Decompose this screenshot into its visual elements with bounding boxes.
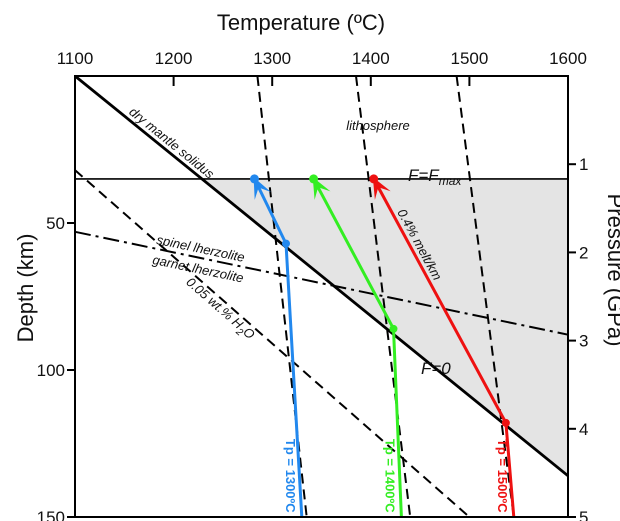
dry-mantle-solidus-line [74, 74, 569, 477]
series-2-arrowhead [312, 177, 331, 200]
right-axis-tick-label: 3 [579, 332, 588, 351]
f-zero-label: F=0 [421, 359, 451, 378]
series-1-arrowhead [253, 177, 271, 200]
series-1-label: Tp = 1300ºC [283, 439, 298, 513]
adiabat-1500-line [455, 75, 515, 518]
series-2-solidus-point [389, 324, 398, 333]
series-1-solidus-point [282, 239, 291, 248]
top-axis-tick-label: 1500 [450, 49, 488, 68]
left-axis-tick-label: 50 [46, 214, 65, 233]
top-axis-tick-label: 1200 [155, 49, 193, 68]
top-axis-title: Temperature (ºC) [217, 10, 385, 35]
spinel-garnet-transition-line [74, 230, 569, 336]
left-axis-tick-label: 150 [37, 508, 65, 521]
left-axis-tick-label: 100 [37, 361, 65, 380]
series-3-label: Tp = 1500ºC [495, 439, 510, 513]
adiabat-1400-line [355, 75, 412, 518]
right-axis-title: Pressure (GPa) [603, 194, 620, 347]
wet-solidus-label: 0.05 wt.% H2O [181, 274, 258, 345]
right-axis-tick-label: 5 [579, 508, 588, 521]
f-max-label: F=Fmax [408, 166, 462, 188]
series-3-arrowhead [372, 177, 391, 200]
lithosphere-label: lithosphere [346, 118, 410, 133]
right-axis-tick-label: 1 [579, 155, 588, 174]
top-axis-tick-label: 1100 [57, 49, 94, 68]
left-axis-title: Depth (km) [13, 234, 38, 343]
right-axis-tick-label: 2 [579, 243, 588, 262]
right-axis-tick-label: 4 [579, 420, 588, 439]
series-3-solidus-point [501, 418, 510, 427]
top-axis-tick-label: 1600 [549, 49, 587, 68]
top-axis-tick-label: 1300 [253, 49, 291, 68]
plot-frame [74, 75, 569, 518]
top-axis-tick-label: 1400 [352, 49, 390, 68]
series-2-label: Tp = 1400ºC [382, 439, 397, 513]
dry-mantle-solidus-label: dry mantle solidus [126, 104, 217, 182]
